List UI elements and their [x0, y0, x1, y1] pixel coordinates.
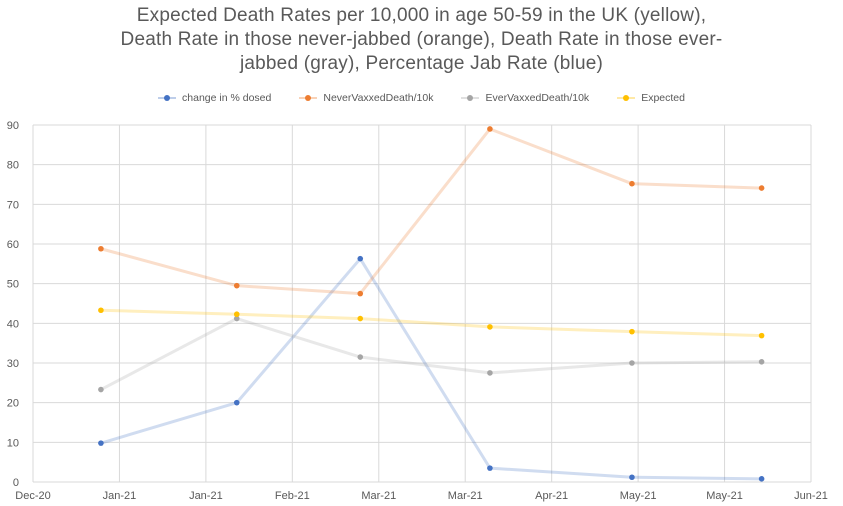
legend-item-ever-vaxxed: EverVaxxedDeath/10k — [461, 92, 589, 104]
data-point-change-in-dosed — [758, 476, 765, 482]
y-tick-label: 50 — [7, 279, 19, 291]
chart-title-line-2: Death Rate in those never-jabbed (orange… — [120, 29, 723, 50]
x-tick-label: May-21 — [706, 490, 743, 502]
legend-item-change-in-dosed: change in % dosed — [158, 92, 271, 104]
chart-legend: change in % dosed NeverVaxxedDeath/10k E… — [0, 92, 843, 104]
data-point-expected — [629, 328, 635, 335]
data-point-expected — [233, 311, 240, 318]
series-line-change-in-dosed — [100, 257, 762, 481]
data-point-nevervaxxeddeath-10k — [357, 290, 364, 297]
x-tick-label: May-21 — [620, 490, 657, 502]
series-line-expected — [100, 308, 762, 338]
y-tick-label: 40 — [7, 318, 19, 330]
x-tick-label: Jan-21 — [189, 490, 223, 502]
data-point-expected — [357, 315, 364, 322]
data-point-expected — [487, 324, 493, 330]
x-tick-label: Dec-20 — [15, 490, 50, 502]
x-tick-label: Apr-21 — [535, 490, 568, 502]
data-point-nevervaxxeddeath-10k — [233, 282, 240, 289]
data-point-change-in-dosed — [98, 440, 104, 446]
legend-label-never-vaxxed: NeverVaxxedDeath/10k — [323, 92, 434, 104]
data-point-change-in-dosed — [233, 399, 240, 406]
data-point-evervaxxeddeath-10k — [233, 315, 240, 322]
y-tick-label: 30 — [7, 358, 19, 370]
y-tick-label: 70 — [7, 199, 19, 211]
data-point-expected — [98, 307, 104, 314]
data-point-nevervaxxeddeath-10k — [98, 245, 104, 252]
x-tick-label: Mar-21 — [448, 490, 483, 502]
data-point-expected — [758, 332, 765, 339]
series-line-evervaxxeddeath-10k — [100, 317, 762, 391]
y-tick-label: 10 — [7, 437, 19, 449]
legend-marker-expected — [617, 93, 636, 103]
y-tick-label: 0 — [13, 477, 19, 489]
data-point-nevervaxxeddeath-10k — [629, 180, 635, 187]
legend-marker-ever-vaxxed — [461, 93, 480, 103]
data-point-evervaxxeddeath-10k — [629, 360, 635, 366]
data-point-evervaxxeddeath-10k — [98, 386, 104, 393]
x-tick-label: Jun-21 — [794, 490, 828, 502]
data-point-change-in-dosed — [357, 255, 364, 262]
y-tick-label: 90 — [7, 120, 19, 132]
legend-marker-change-in-dosed — [158, 93, 177, 103]
data-point-evervaxxeddeath-10k — [758, 359, 765, 365]
legend-item-expected: Expected — [617, 92, 685, 104]
x-tick-label: Mar-21 — [361, 490, 396, 502]
data-point-nevervaxxeddeath-10k — [487, 126, 493, 132]
legend-label-expected: Expected — [641, 92, 685, 104]
chart-title-line-1: Expected Death Rates per 10,000 in age 5… — [136, 5, 707, 26]
legend-label-ever-vaxxed: EverVaxxedDeath/10k — [485, 92, 590, 104]
data-point-change-in-dosed — [487, 465, 493, 471]
chart-title: Expected Death Rates per 10,000 in age 5… — [0, 4, 843, 76]
x-tick-label: Feb-21 — [275, 490, 310, 502]
x-tick-label: Jan-21 — [103, 490, 137, 502]
data-point-nevervaxxeddeath-10k — [758, 185, 765, 191]
data-point-evervaxxeddeath-10k — [357, 354, 364, 360]
y-tick-label: 60 — [7, 239, 19, 251]
data-point-evervaxxeddeath-10k — [487, 370, 493, 376]
legend-marker-never-vaxxed — [299, 93, 318, 103]
data-point-change-in-dosed — [629, 474, 635, 481]
series-line-nevervaxxeddeath-10k — [100, 127, 762, 296]
y-tick-label: 20 — [7, 398, 19, 410]
legend-item-never-vaxxed: NeverVaxxedDeath/10k — [299, 92, 433, 104]
chart-title-line-3: jabbed (gray), Percentage Jab Rate (blue… — [239, 53, 604, 74]
legend-label-change-in-dosed: change in % dosed — [182, 92, 272, 104]
y-tick-label: 80 — [7, 160, 19, 172]
